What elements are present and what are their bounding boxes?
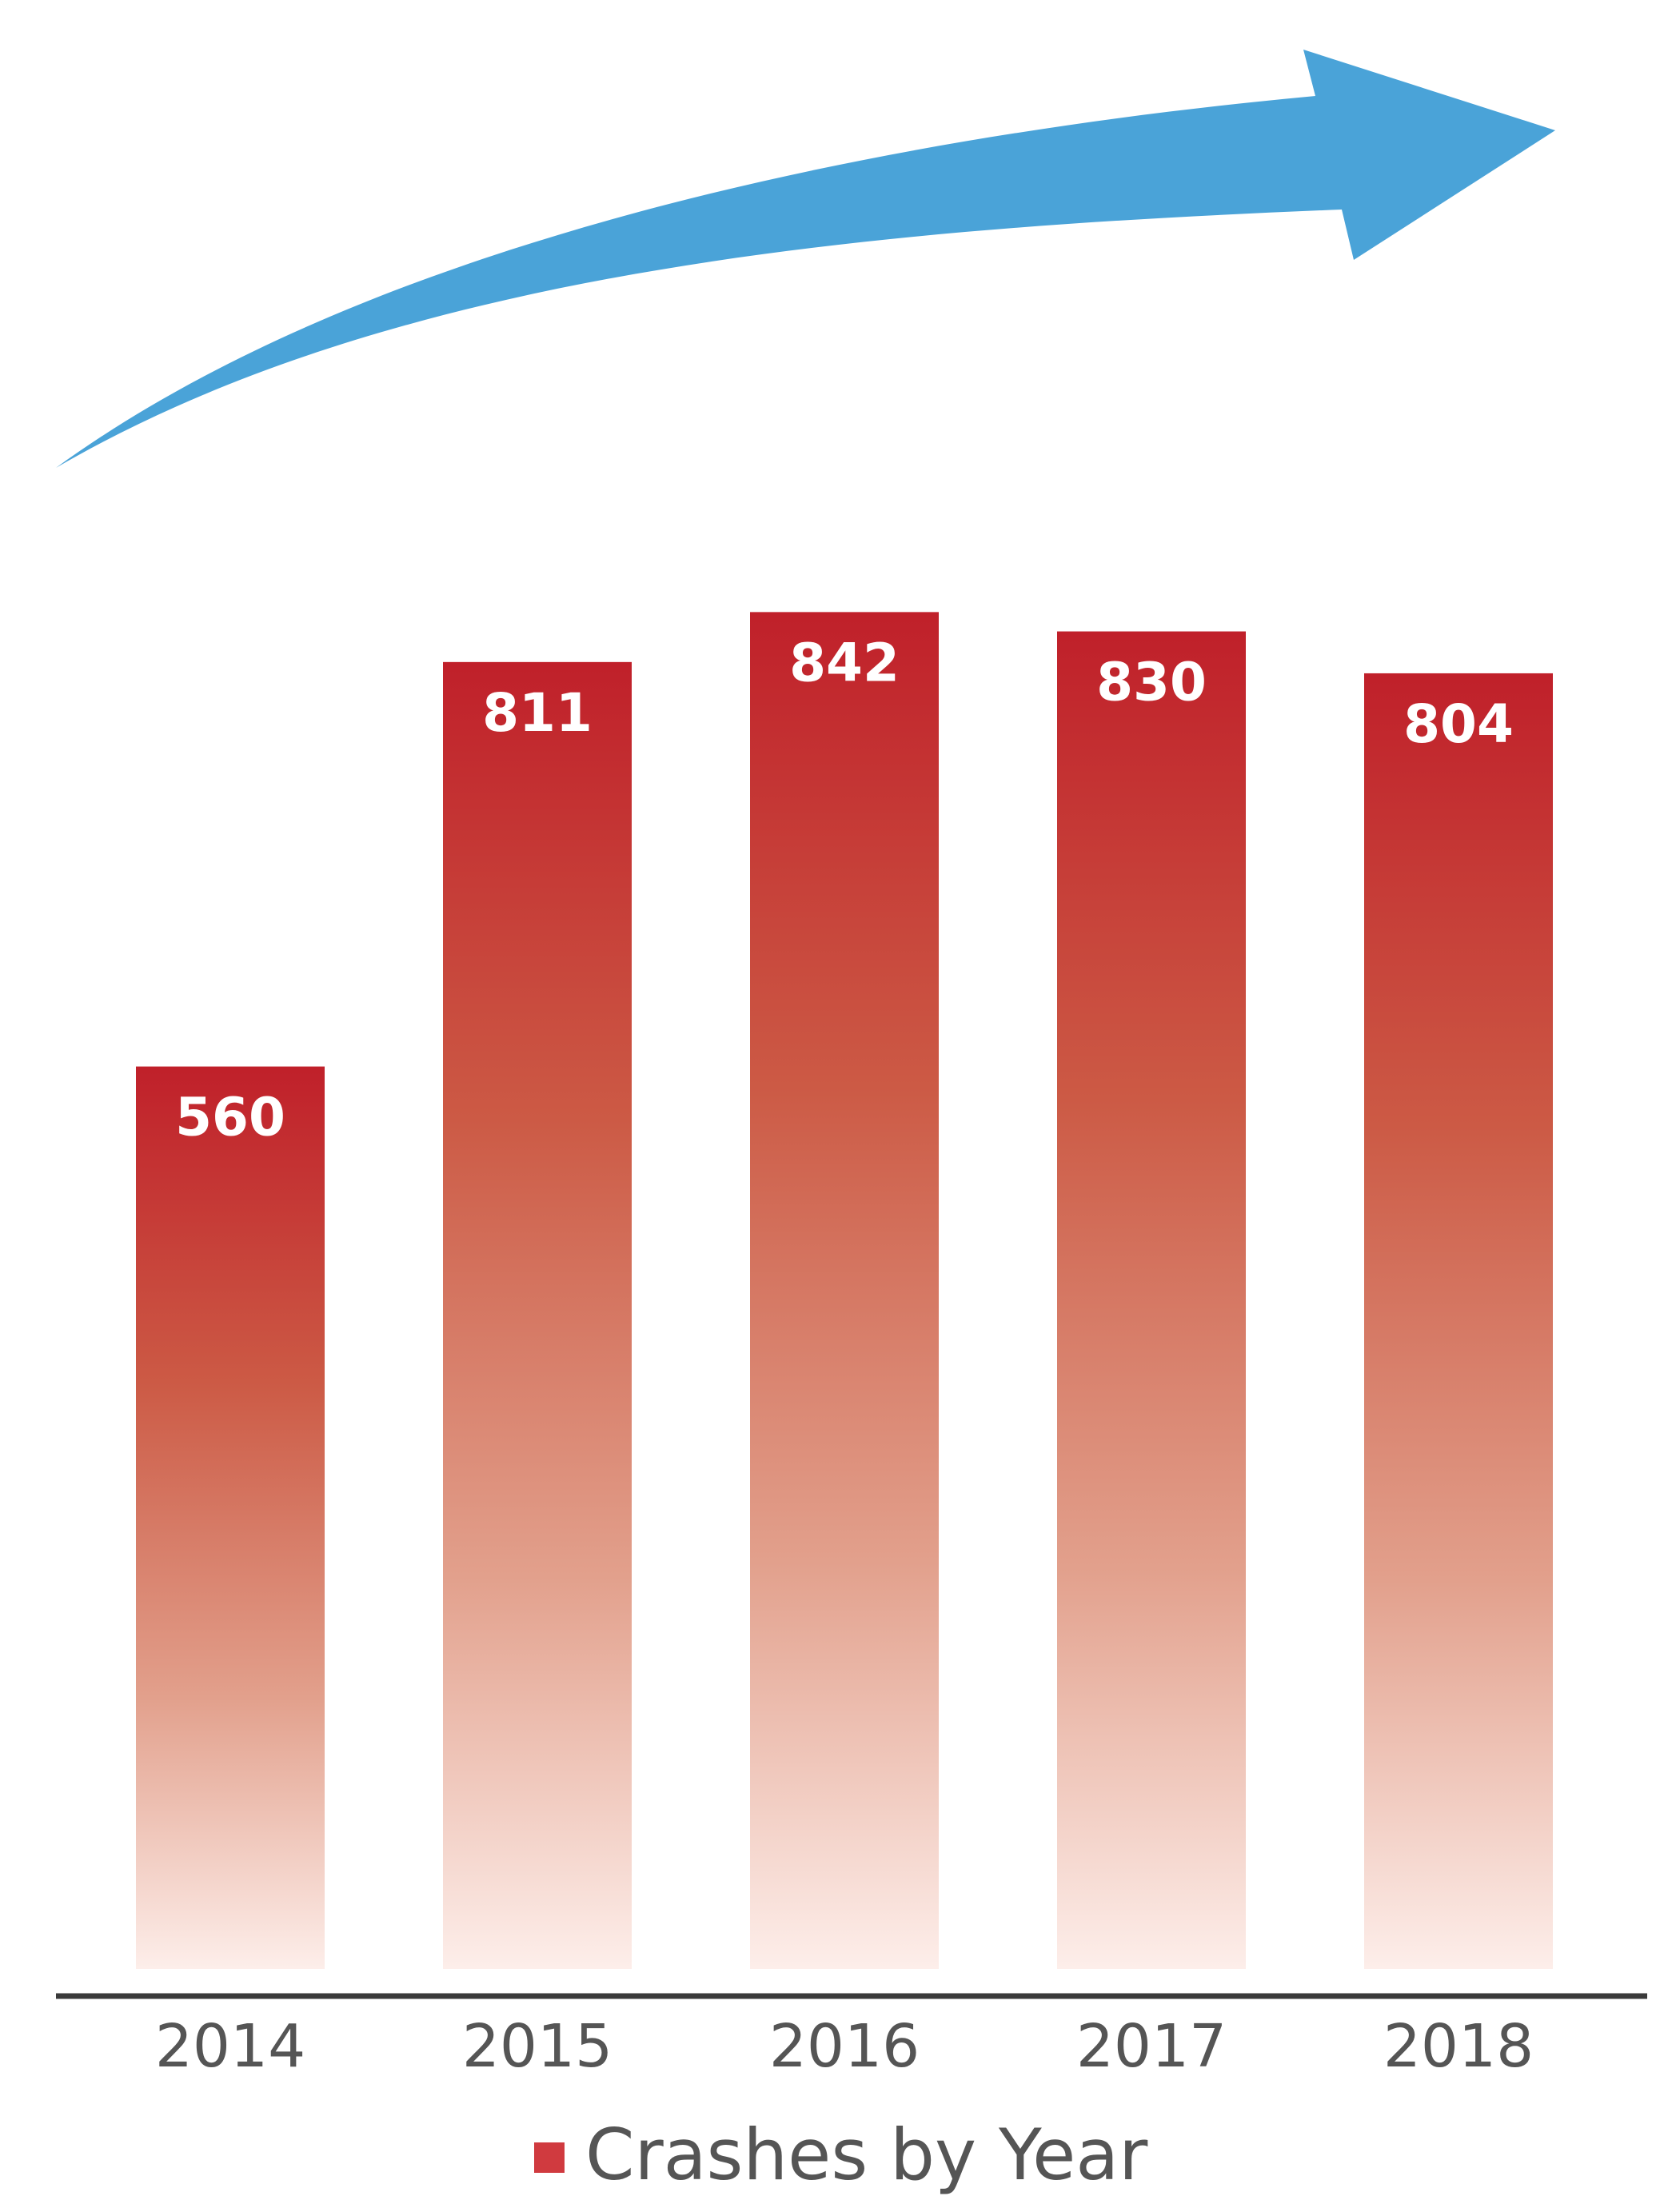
x-tick-label-2018: 2018	[1383, 2012, 1534, 2081]
legend-marker	[534, 2142, 565, 2173]
legend: Crashes by Year	[534, 2114, 1148, 2196]
bar-2017	[1057, 631, 1246, 1969]
bar-2016	[750, 612, 939, 1969]
bar-value-label-2018: 804	[1403, 693, 1514, 755]
bar-2018	[1364, 673, 1553, 1970]
bar-value-label-2015: 811	[482, 682, 593, 744]
bar-value-label-2014: 560	[175, 1087, 285, 1148]
x-tick-labels: 2014 2015 2016 2017 2018	[155, 2012, 1534, 2081]
trend-arrow-icon	[56, 50, 1555, 468]
bars-group	[136, 612, 1553, 1970]
bar-2015	[443, 661, 632, 1970]
bar-2014	[136, 1066, 325, 1969]
x-tick-label-2017: 2017	[1076, 2012, 1227, 2081]
bar-value-label-2016: 842	[789, 632, 900, 693]
x-tick-label-2014: 2014	[155, 2012, 305, 2081]
legend-label: Crashes by Year	[585, 2114, 1148, 2196]
x-tick-label-2015: 2015	[462, 2012, 613, 2081]
x-tick-label-2016: 2016	[769, 2012, 920, 2081]
bar-labels-group: 560 811 842 830 804	[175, 632, 1514, 1148]
bar-value-label-2017: 830	[1096, 652, 1207, 713]
